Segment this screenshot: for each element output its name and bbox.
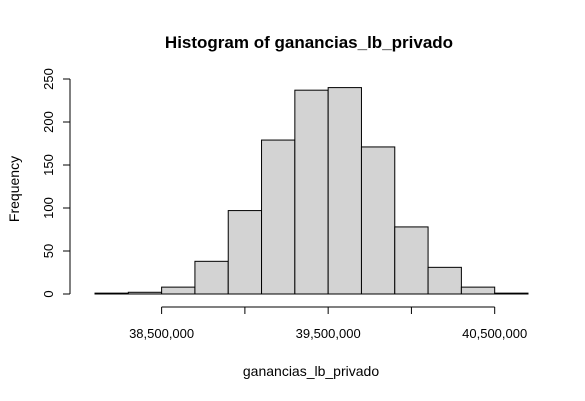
x-tick-label: 39,500,000 <box>296 326 361 341</box>
y-axis: 0 50 100 150 200 250 <box>41 68 71 298</box>
x-tick-label: 38,500,000 <box>129 326 194 341</box>
y-tick-label: 250 <box>41 68 56 90</box>
y-tick-label: 0 <box>41 290 56 297</box>
x-axis: 38,500,000 39,500,000 40,500,000 <box>129 306 527 341</box>
y-tick-label: 150 <box>41 154 56 176</box>
histogram-bar <box>161 286 196 295</box>
histogram-bar <box>194 260 229 295</box>
chart-title: Histogram of ganancias_lb_privado <box>165 33 453 52</box>
histogram-bar <box>360 146 396 295</box>
bars-group <box>94 87 529 295</box>
y-tick-label: 100 <box>41 197 56 219</box>
histogram-bar <box>427 266 462 295</box>
y-tick-label: 50 <box>41 244 56 258</box>
histogram-bar <box>227 210 263 295</box>
histogram-bar <box>294 89 329 295</box>
histogram-bar <box>261 139 296 295</box>
histogram-bar <box>327 87 362 295</box>
histogram-bar <box>394 226 429 295</box>
histogram-bar <box>127 291 163 295</box>
x-tick-label: 40,500,000 <box>462 326 527 341</box>
histogram-bar <box>94 292 129 295</box>
x-axis-label: ganancias_lb_privado <box>243 363 379 379</box>
y-axis-label: Frequency <box>6 156 22 222</box>
histogram-bar <box>494 292 529 295</box>
y-tick-label: 200 <box>41 111 56 133</box>
histogram-bar <box>460 286 496 295</box>
